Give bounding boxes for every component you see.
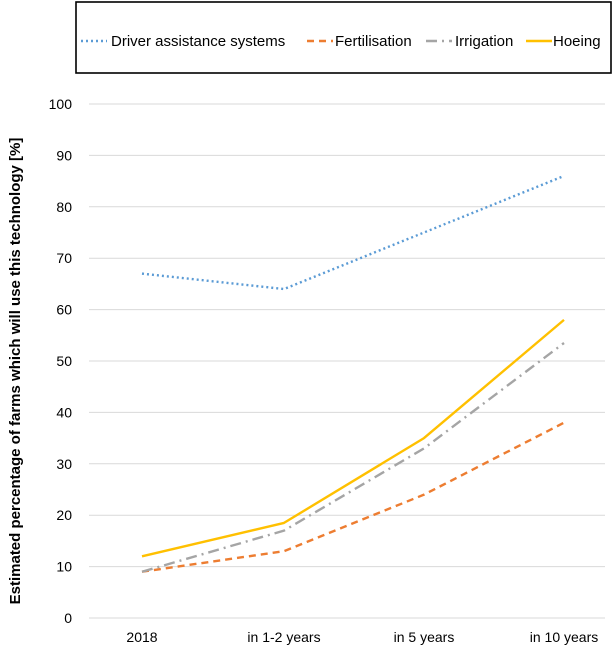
legend: Driver assistance systems Fertilisation Ir… [75,1,612,74]
series-line-driver-assistance-systems [141,174,565,291]
legend-label: Driver assistance systems [111,33,285,50]
y-tick-label: 90 [56,147,72,163]
series-line-hoeing [141,318,565,558]
y-axis-label: Estimated percentage of farms which will… [7,138,24,605]
x-axis-ticks: 2018 in 1-2 years in 5 years in 10 years [126,629,598,645]
y-tick-label: 100 [49,96,73,112]
y-tick-label: 30 [56,456,72,472]
y-tick-label: 0 [64,610,72,626]
y-tick-label: 70 [56,250,72,266]
y-tick-label: 80 [56,199,72,215]
x-tick-label: in 1-2 years [247,629,320,645]
y-tick-label: 40 [56,404,72,420]
legend-label: Irrigation [455,33,513,50]
series-line-irrigation [141,342,565,573]
y-tick-label: 10 [56,559,72,575]
y-tick-label: 20 [56,507,72,523]
y-tick-label: 60 [56,302,72,318]
x-tick-label: 2018 [126,629,157,645]
series-lines [141,174,565,573]
x-tick-label: in 10 years [530,629,598,645]
legend-label: Hoeing [553,33,601,50]
y-axis-ticks: 0 10 20 30 40 50 60 70 80 90 100 [49,96,73,626]
grid-lines [89,103,605,619]
series-line-fertilisation [141,421,565,573]
x-tick-label: in 5 years [394,629,455,645]
legend-box [75,1,612,74]
legend-label: Fertilisation [335,33,412,50]
y-tick-label: 50 [56,353,72,369]
